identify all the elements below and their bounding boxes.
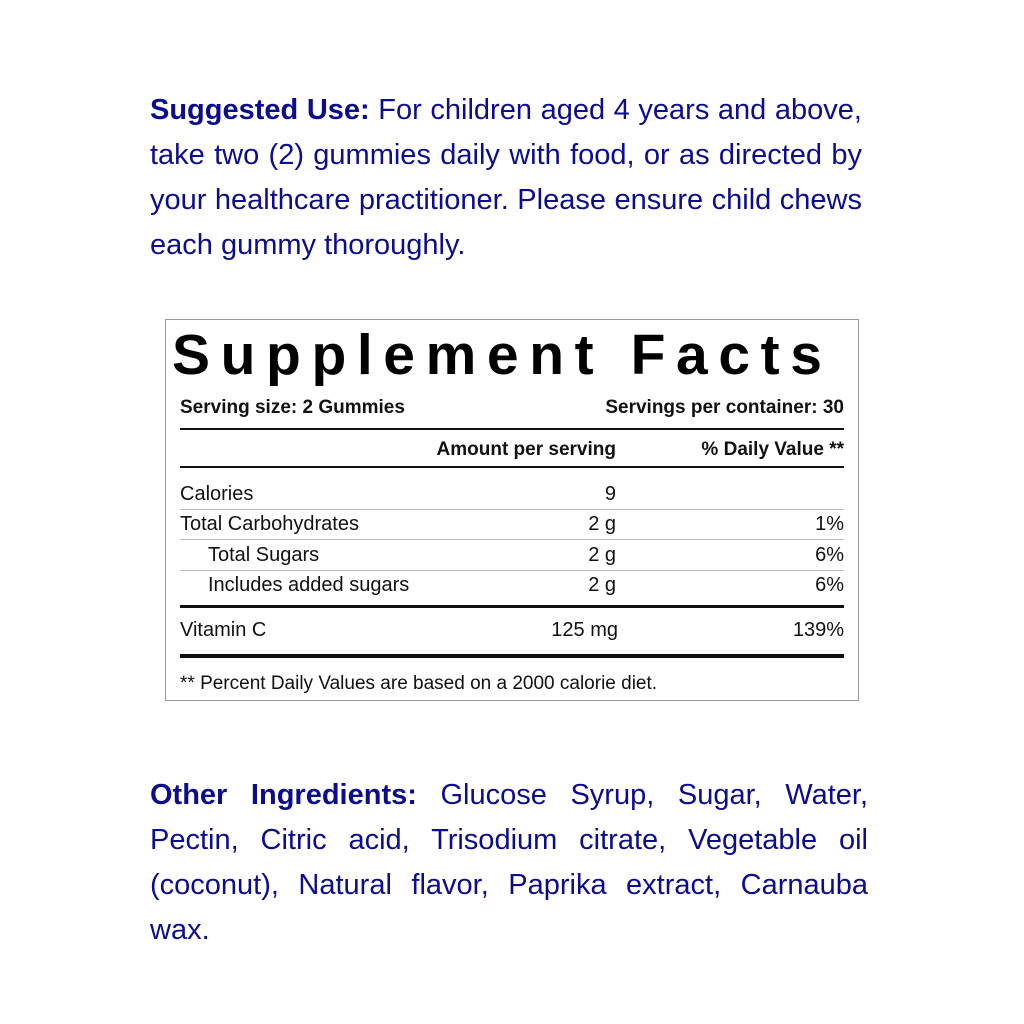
row-dv: 6% — [815, 574, 844, 596]
row-name: Total Carbohydrates — [180, 513, 359, 535]
divider — [180, 654, 844, 658]
other-ingredients-text: Glucose Syrup, Sugar, Water, Pectin, Cit… — [150, 779, 868, 946]
row-dv: 139% — [792, 619, 844, 641]
footnote-row: ** Percent Daily Values are based on a 2… — [180, 669, 844, 699]
footnote: ** Percent Daily Values are based on a 2… — [180, 673, 658, 694]
suggested-use: Suggested Use: For children aged 4 years… — [150, 88, 862, 268]
table-row: Vitamin C 125 mg 139% — [180, 615, 844, 645]
row-name: Calories — [180, 483, 254, 505]
divider — [180, 605, 844, 608]
table-row: Total Carbohydrates 2 g 1% — [180, 509, 844, 539]
row-dv: 1% — [815, 513, 844, 535]
facts-title: Supplement Facts — [172, 323, 833, 387]
amount-header: Amount per serving — [436, 439, 616, 460]
table-row: Calories 9 — [180, 479, 844, 509]
servings-per-container: Servings per container: 30 — [605, 397, 844, 418]
divider — [180, 466, 844, 468]
row-name: Total Sugars — [208, 544, 320, 566]
suggested-use-label: Suggested Use: — [150, 94, 370, 126]
table-row: Total Sugars 2 g 6% — [180, 540, 844, 570]
divider — [180, 509, 844, 510]
row-amount: 2 g — [588, 574, 616, 596]
row-amount: 2 g — [588, 544, 616, 566]
other-ingredients-label: Other Ingredients: — [150, 779, 417, 811]
table-row: Includes added sugars 2 g 6% — [180, 570, 844, 600]
row-dv: 6% — [815, 544, 844, 566]
row-name: Vitamin C — [180, 619, 267, 641]
serving-row: Serving size: 2 Gummies Servings per cont… — [180, 393, 844, 423]
row-name: Includes added sugars — [208, 574, 410, 596]
suggested-use-text: For children aged 4 years and above, tak… — [150, 94, 862, 261]
column-header: Amount per serving % Daily Value ** — [180, 435, 844, 465]
supplement-facts-panel: Supplement Facts Serving size: 2 Gummies… — [165, 319, 859, 701]
divider — [180, 428, 844, 430]
dv-header: % Daily Value ** — [701, 439, 844, 460]
divider — [180, 570, 844, 571]
row-amount: 125 mg — [551, 619, 618, 641]
divider — [180, 539, 844, 540]
row-amount: 9 — [604, 483, 616, 505]
other-ingredients: Other Ingredients: Glucose Syrup, Sugar,… — [150, 773, 868, 953]
serving-size: Serving size: 2 Gummies — [180, 397, 405, 418]
row-amount: 2 g — [588, 513, 616, 535]
